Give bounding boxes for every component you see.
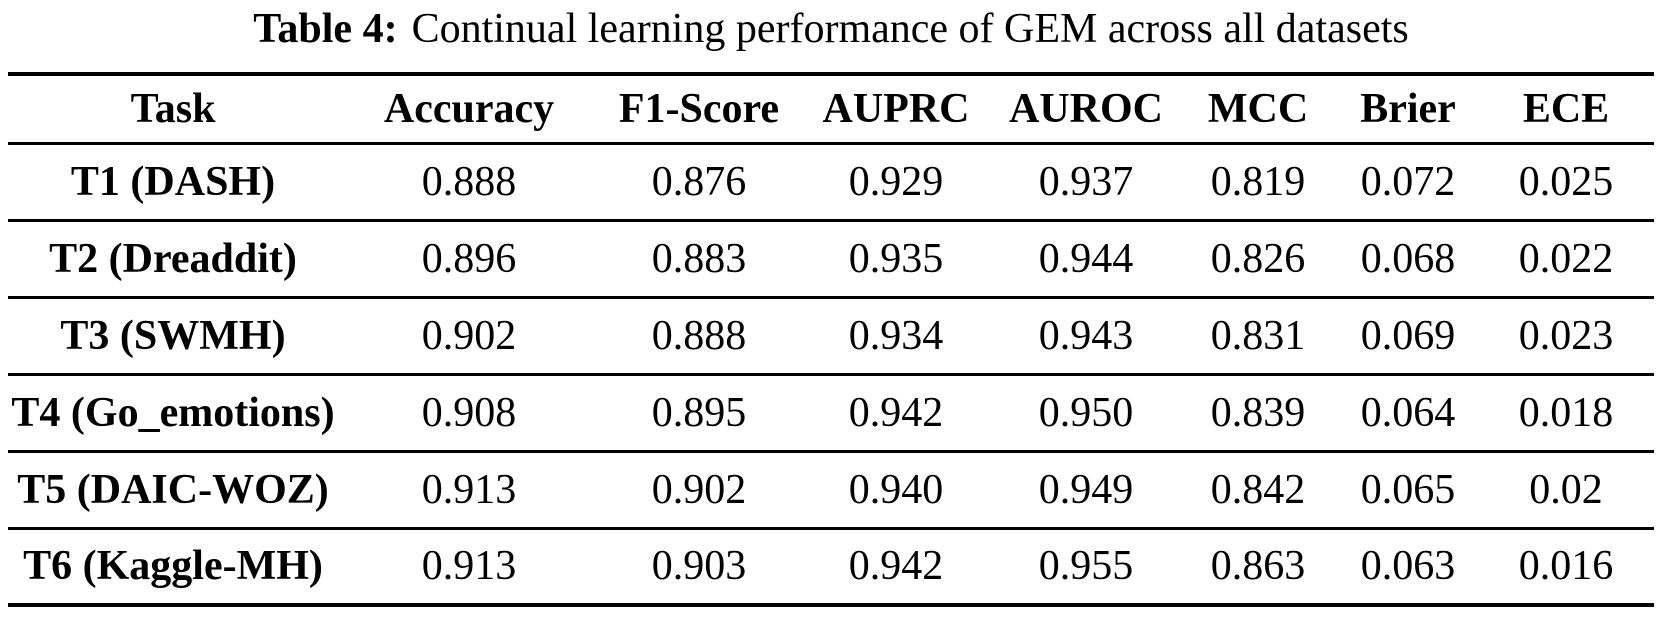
- task-cell: T3 (SWMH): [8, 297, 338, 376]
- task-cell: T6 (Kaggle-MH): [8, 528, 338, 607]
- value-cell: 0.025: [1478, 143, 1654, 222]
- value-cell: 0.937: [994, 143, 1178, 222]
- column-header-f1-score: F1-Score: [600, 74, 798, 145]
- table-row-t1: T1 (DASH) 0.888 0.876 0.929 0.937 0.819 …: [8, 143, 1654, 222]
- table-row-t5: T5 (DAIC-WOZ) 0.913 0.902 0.940 0.949 0.…: [8, 451, 1654, 530]
- value-cell: 0.902: [600, 451, 798, 530]
- column-header-auroc: AUROC: [994, 74, 1178, 145]
- task-cell: T5 (DAIC-WOZ): [8, 451, 338, 530]
- table-row-t3: T3 (SWMH) 0.902 0.888 0.934 0.943 0.831 …: [8, 297, 1654, 376]
- value-cell: 0.072: [1338, 143, 1478, 222]
- column-header-mcc: MCC: [1178, 74, 1338, 145]
- column-header-accuracy: Accuracy: [338, 74, 600, 145]
- value-cell: 0.018: [1478, 374, 1654, 453]
- value-cell: 0.902: [338, 297, 600, 376]
- table-row-t2: T2 (Dreaddit) 0.896 0.883 0.935 0.944 0.…: [8, 220, 1654, 299]
- table-caption-label: Table 4:: [253, 6, 398, 52]
- column-header-task: Task: [8, 74, 338, 145]
- value-cell: 0.02: [1478, 451, 1654, 530]
- value-cell: 0.065: [1338, 451, 1478, 530]
- table-row-t6: T6 (Kaggle-MH) 0.913 0.903 0.942 0.955 0…: [8, 528, 1654, 607]
- value-cell: 0.022: [1478, 220, 1654, 299]
- value-cell: 0.940: [798, 451, 994, 530]
- value-cell: 0.888: [338, 143, 600, 222]
- header-row: Task Accuracy F1-Score AUPRC AUROC MCC B…: [8, 74, 1654, 145]
- value-cell: 0.826: [1178, 220, 1338, 299]
- table-caption: Table 4: Continual learning performance o…: [0, 0, 1662, 55]
- value-cell: 0.876: [600, 143, 798, 222]
- value-cell: 0.896: [338, 220, 600, 299]
- value-cell: 0.935: [798, 220, 994, 299]
- task-cell: T4 (Go_emotions): [8, 374, 338, 453]
- value-cell: 0.955: [994, 528, 1178, 607]
- value-cell: 0.895: [600, 374, 798, 453]
- table-caption-text: Continual learning performance of GEM ac…: [411, 6, 1409, 52]
- value-cell: 0.944: [994, 220, 1178, 299]
- results-table: Task Accuracy F1-Score AUPRC AUROC MCC B…: [8, 72, 1654, 607]
- value-cell: 0.016: [1478, 528, 1654, 607]
- value-cell: 0.064: [1338, 374, 1478, 453]
- value-cell: 0.942: [798, 528, 994, 607]
- value-cell: 0.819: [1178, 143, 1338, 222]
- value-cell: 0.942: [798, 374, 994, 453]
- value-cell: 0.023: [1478, 297, 1654, 376]
- value-cell: 0.883: [600, 220, 798, 299]
- value-cell: 0.842: [1178, 451, 1338, 530]
- task-cell: T1 (DASH): [8, 143, 338, 222]
- value-cell: 0.950: [994, 374, 1178, 453]
- value-cell: 0.903: [600, 528, 798, 607]
- table-row-t4: T4 (Go_emotions) 0.908 0.895 0.942 0.950…: [8, 374, 1654, 453]
- value-cell: 0.888: [600, 297, 798, 376]
- value-cell: 0.908: [338, 374, 600, 453]
- value-cell: 0.863: [1178, 528, 1338, 607]
- value-cell: 0.831: [1178, 297, 1338, 376]
- value-cell: 0.913: [338, 451, 600, 530]
- column-header-auprc: AUPRC: [798, 74, 994, 145]
- column-header-ece: ECE: [1478, 74, 1654, 145]
- value-cell: 0.913: [338, 528, 600, 607]
- value-cell: 0.934: [798, 297, 994, 376]
- task-cell: T2 (Dreaddit): [8, 220, 338, 299]
- value-cell: 0.069: [1338, 297, 1478, 376]
- value-cell: 0.949: [994, 451, 1178, 530]
- value-cell: 0.068: [1338, 220, 1478, 299]
- value-cell: 0.063: [1338, 528, 1478, 607]
- value-cell: 0.839: [1178, 374, 1338, 453]
- value-cell: 0.929: [798, 143, 994, 222]
- column-header-brier: Brier: [1338, 74, 1478, 145]
- value-cell: 0.943: [994, 297, 1178, 376]
